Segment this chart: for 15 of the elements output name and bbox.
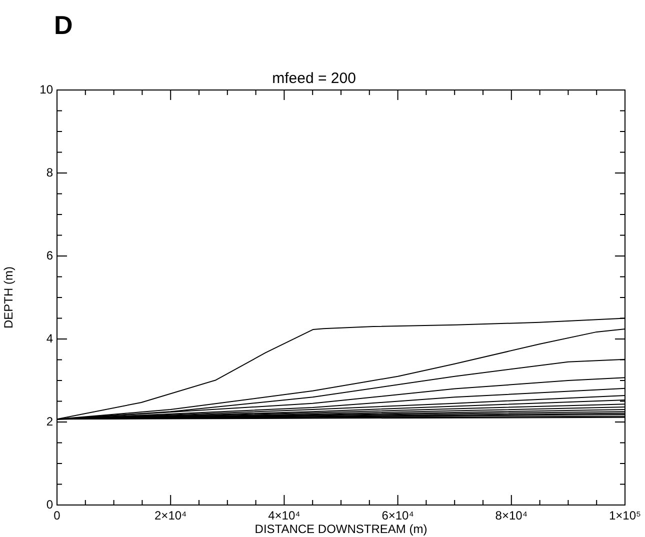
y-axis-title: DEPTH (m) [2, 266, 16, 328]
x-tick-label: 6×10⁴ [382, 508, 414, 523]
x-axis-title: DISTANCE DOWNSTREAM (m) [254, 522, 428, 536]
y-tick-label: 6 [46, 248, 54, 262]
chart-title: mfeed = 200 [272, 70, 356, 88]
y-tick-label: 10 [40, 82, 54, 96]
text: D [54, 10, 73, 40]
x-tick-label: 8×10⁴ [495, 508, 528, 523]
x-tick-label: 4×10⁴ [268, 508, 300, 523]
y-tick-label: 2 [46, 414, 54, 428]
x-tick-label: 1×10⁵ [608, 508, 642, 523]
y-tick-label: 4 [46, 331, 54, 346]
x-tick-label: 2×10⁴ [154, 508, 187, 523]
y-tick-label: 0 [46, 497, 54, 512]
y-tick-label: 8 [46, 165, 54, 180]
